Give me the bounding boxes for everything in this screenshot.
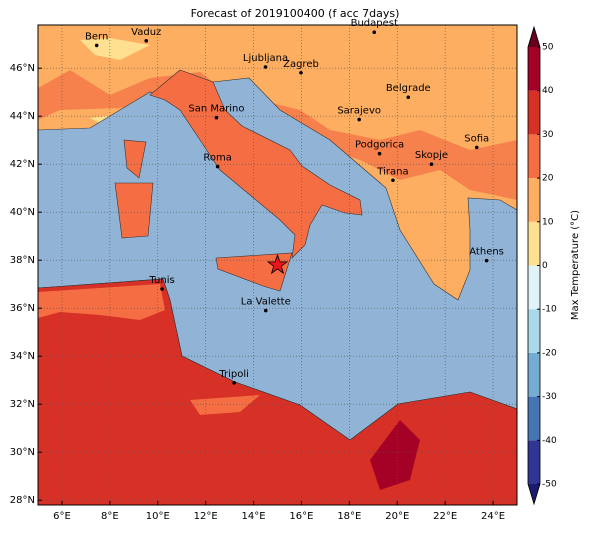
colorbar-tick-label: -50 <box>542 480 557 490</box>
y-tick-label: 42°N <box>10 159 35 170</box>
colorbar-bin <box>528 352 540 397</box>
city-dot <box>377 151 382 156</box>
city-label: Ljubljana <box>243 53 288 64</box>
city-dot <box>160 287 164 291</box>
hot-region <box>370 420 420 490</box>
colorbar-tick-label: -10 <box>542 305 557 315</box>
city-label: Athens <box>469 247 504 258</box>
colorbar-tick-label: -40 <box>542 436 557 446</box>
colorbar-tick-label: 30 <box>542 130 554 140</box>
y-tick-label: 38°N <box>10 255 35 266</box>
city-label: Sarajevo <box>337 106 381 117</box>
colorbar-over <box>528 27 540 47</box>
x-tick-label: 6°E <box>53 511 71 522</box>
x-tick-label: 20°E <box>385 511 409 522</box>
colorbar-bin <box>528 221 540 266</box>
colorbar-tick-label: 10 <box>542 217 554 227</box>
city-dot <box>214 115 219 120</box>
colorbar-tick-label: -30 <box>542 392 557 402</box>
city-dot <box>357 117 361 122</box>
y-tick-label: 40°N <box>10 207 35 218</box>
city-label: Tunis <box>148 275 174 286</box>
colorbar-tick-label: 20 <box>542 174 554 184</box>
city-dot <box>232 381 236 385</box>
x-tick-label: 16°E <box>289 511 313 522</box>
x-tick-label: 14°E <box>242 511 266 522</box>
colorbar-tick-label: 40 <box>542 86 554 96</box>
y-tick-label: 34°N <box>10 351 35 362</box>
cool-region <box>80 38 150 128</box>
city-dot <box>372 30 377 34</box>
city-dot <box>215 164 220 169</box>
colorbar-bin <box>528 309 540 353</box>
city-label: Sofia <box>464 133 489 144</box>
x-tick-label: 10°E <box>146 511 170 522</box>
x-tick-label: 8°E <box>101 511 119 522</box>
corsica <box>123 139 147 179</box>
city-dot <box>263 308 268 313</box>
city-dot <box>391 178 395 183</box>
map-frame <box>37 24 518 506</box>
city-dot <box>94 43 99 48</box>
y-tick-label: 32°N <box>10 399 35 410</box>
warm-region <box>38 284 260 415</box>
colorbar-bin <box>528 90 540 135</box>
city-label: Belgrade <box>386 83 431 94</box>
y-tick-label: 28°N <box>10 495 35 506</box>
city-dot <box>144 39 149 43</box>
city-dot <box>429 162 434 166</box>
city-label: Vaduz <box>131 27 161 38</box>
colorbar-bin <box>528 47 540 91</box>
y-tick-label: 36°N <box>10 303 35 314</box>
location-star <box>266 253 289 275</box>
city-label: Podgorica <box>355 140 404 151</box>
y-tick-label: 44°N <box>10 111 35 122</box>
x-tick-label: 12°E <box>194 511 218 522</box>
colorbar-tick-label: 50 <box>542 43 554 53</box>
colorbar-tick-label: 0 <box>542 261 548 271</box>
sardinia <box>114 182 154 239</box>
city-dot <box>263 65 268 69</box>
colorbar-bin <box>528 440 540 484</box>
chart-title: Forecast of 2019100400 (f acc 7days) <box>191 7 400 20</box>
city-label: Roma <box>203 153 232 164</box>
city-label: Tirana <box>376 166 408 177</box>
colorbar-label: Max Temperature (°C) <box>570 210 581 320</box>
city-label: Bern <box>85 31 108 42</box>
colorbar-bin <box>528 265 540 310</box>
colorbar-bin <box>528 134 540 179</box>
city-label: La Valette <box>241 297 291 308</box>
city-dot <box>299 70 303 75</box>
city-label: San Marino <box>188 104 244 115</box>
city-dot <box>474 145 479 150</box>
city-label: Tripoli <box>218 369 249 380</box>
y-tick-label: 46°N <box>10 63 35 74</box>
x-tick-label: 24°E <box>481 511 505 522</box>
city-dot <box>484 258 489 263</box>
x-tick-label: 22°E <box>433 511 457 522</box>
colorbar-tick-label: -20 <box>542 348 557 358</box>
city-label: Skopje <box>415 150 448 161</box>
italy <box>149 69 363 259</box>
x-tick-label: 18°E <box>337 511 361 522</box>
colorbar-bin <box>528 178 540 222</box>
city-label: Zagreb <box>283 59 319 70</box>
city-label: Budapest <box>351 18 398 29</box>
colorbar-under <box>528 484 540 504</box>
y-tick-label: 30°N <box>10 447 35 458</box>
colorbar-bin <box>528 396 540 441</box>
city-dot <box>406 95 411 100</box>
